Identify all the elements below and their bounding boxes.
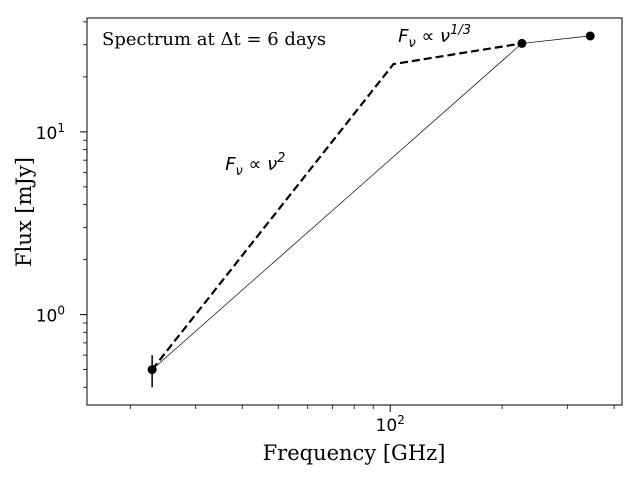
spectrum-annotation: Spectrum at Δt = 6 days — [102, 29, 326, 50]
y-tick-label: 101 — [36, 121, 65, 144]
x-tick-label: 102 — [376, 413, 405, 436]
x-axis-label: Frequency [GHz] — [263, 441, 446, 465]
slope-label-nu-one-third: Fν ∝ ν1/3 — [398, 23, 471, 51]
plot-frame — [86, 17, 623, 406]
dashed-model-line — [151, 42, 523, 371]
y-tick-label: 100 — [36, 304, 65, 327]
y-axis-label: Flux [mJy] — [12, 157, 36, 267]
slope-label-nu-squared: Fν ∝ ν2 — [225, 151, 285, 179]
data-connecting-line — [151, 35, 591, 370]
data-point — [147, 365, 157, 375]
data-point — [517, 38, 527, 48]
data-point — [585, 31, 595, 41]
